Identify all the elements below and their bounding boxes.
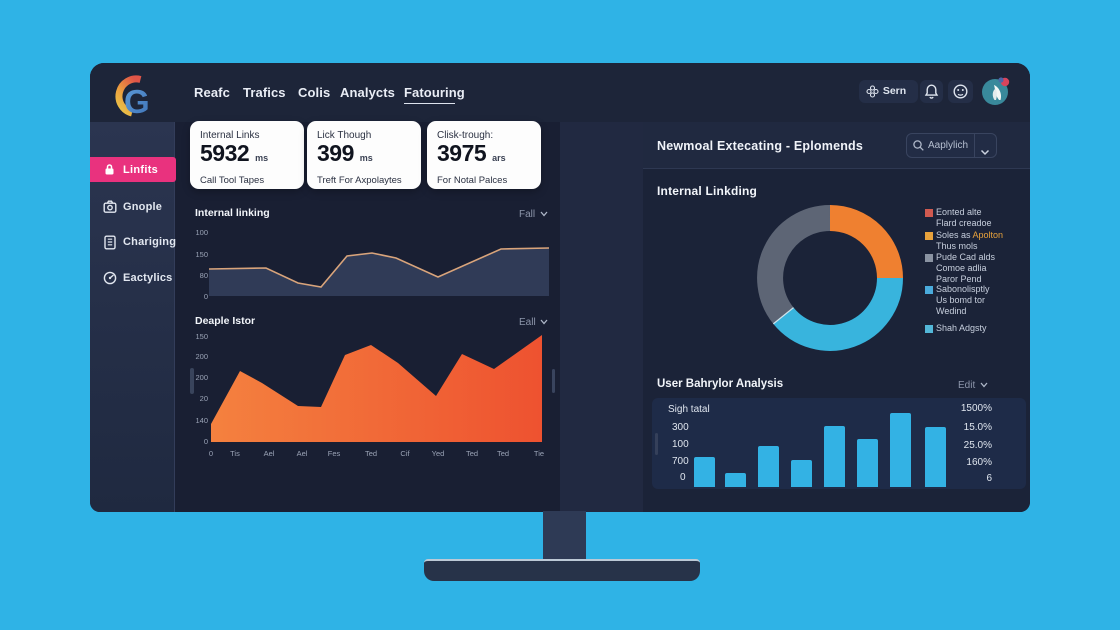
svg-text:200: 200	[195, 352, 208, 361]
svg-text:Fes: Fes	[328, 449, 341, 458]
svg-text:20: 20	[200, 394, 208, 403]
svg-text:0: 0	[204, 292, 208, 301]
svg-text:G: G	[124, 83, 150, 118]
svg-text:Ted: Ted	[466, 449, 478, 458]
svg-text:0: 0	[209, 449, 213, 458]
svg-text:Tis: Tis	[230, 449, 240, 458]
svg-text:0: 0	[204, 437, 208, 446]
svg-text:Ted: Ted	[365, 449, 377, 458]
svg-text:Cif: Cif	[400, 449, 410, 458]
svg-text:200: 200	[195, 373, 208, 382]
svg-text:80: 80	[200, 271, 208, 280]
svg-text:100: 100	[195, 228, 208, 237]
svg-text:Ael: Ael	[297, 449, 308, 458]
svg-text:150: 150	[195, 250, 208, 259]
svg-text:Ted: Ted	[497, 449, 509, 458]
svg-text:150: 150	[195, 332, 208, 341]
svg-text:Yed: Yed	[432, 449, 445, 458]
svg-text:Tie: Tie	[534, 449, 544, 458]
svg-text:Ael: Ael	[264, 449, 275, 458]
svg-text:140: 140	[195, 416, 208, 425]
